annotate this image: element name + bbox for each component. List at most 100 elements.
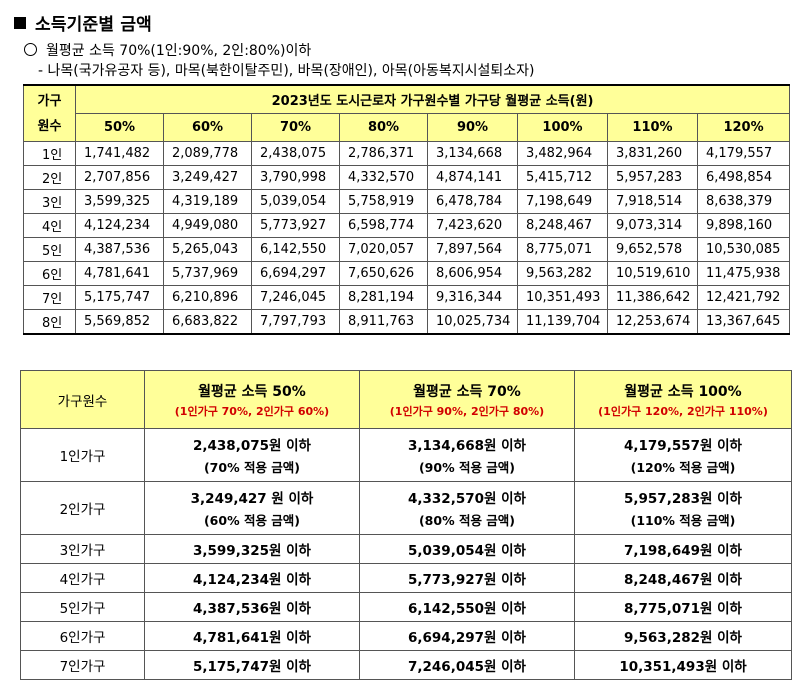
income-value: 11,475,938: [696, 261, 791, 286]
table-row: 5인 4,387,536 5,265,043 6,142,550 7,020,057 7,…: [23, 237, 791, 262]
income-value: 10,530,085: [696, 237, 791, 262]
income-value: 4,124,234: [75, 213, 164, 238]
household-header-line1: 가구: [37, 93, 62, 109]
threshold-note: (80% 적용 금액): [418, 513, 516, 528]
household-size-label: 5인가구: [20, 592, 145, 622]
household-label: 4인: [23, 213, 76, 238]
table-row: 4인 4,124,234 4,949,080 5,773,927 6,598,774 7,…: [23, 213, 791, 238]
table-row: 1인가구 2,438,075원 이하 (70% 적용 금액) 3,134,668원 이…: [20, 428, 792, 482]
income-value: 5,175,747: [75, 285, 164, 310]
income-value: 5,957,283: [607, 165, 698, 190]
threshold-amount: 6,694,297원 이하: [408, 630, 526, 646]
threshold-header-main: 월평균 소득 100%: [624, 383, 742, 400]
threshold-note: (90% 적용 금액): [418, 460, 516, 475]
threshold-cell: 3,249,427 원 이하 (60% 적용 금액): [144, 481, 360, 535]
threshold-cell: 7,246,045원 이하: [359, 650, 575, 680]
income-value: 8,911,763: [339, 309, 428, 335]
income-value: 4,319,189: [163, 189, 252, 214]
percent-header: 120%: [696, 113, 791, 142]
household-size-label: 2인가구: [20, 481, 145, 535]
threshold-note: (120% 적용 금액): [630, 460, 736, 475]
income-value: 4,179,557: [696, 141, 791, 166]
threshold-cell: 8,775,071원 이하: [574, 592, 792, 622]
threshold-header-sub: (1인가구 70%, 2인가구 60%): [174, 404, 330, 418]
income-value: 11,139,704: [517, 309, 608, 335]
income-value: 2,707,856: [75, 165, 164, 190]
threshold-amount: 8,248,467원 이하: [624, 572, 742, 588]
threshold-cell: 4,124,234원 이하: [144, 563, 360, 593]
threshold-header-50: 월평균 소득 50% (1인가구 70%, 2인가구 60%): [144, 370, 360, 429]
table-row: 8인 5,569,852 6,683,822 7,797,793 8,911,763 10…: [23, 309, 791, 335]
threshold-cell: 10,351,493원 이하: [574, 650, 792, 680]
threshold-amount: 3,134,668원 이하: [408, 438, 526, 454]
income-value: 6,142,550: [251, 237, 340, 262]
household-label: 2인: [23, 165, 76, 190]
income-value: 2,089,778: [163, 141, 252, 166]
income-value: 7,423,620: [427, 213, 518, 238]
income-value: 3,134,668: [427, 141, 518, 166]
table-row: 5인가구 4,387,536원 이하 6,142,550원 이하 8,775,071원…: [20, 592, 792, 622]
income-value: 6,598,774: [339, 213, 428, 238]
household-header-line2: 원수: [37, 118, 62, 134]
criteria-detail-line: - 나목(국가유공자 등), 마목(북한이탈주민), 바목(장애인), 아목(아…: [38, 63, 535, 79]
threshold-header-70: 월평균 소득 70% (1인가구 90%, 2인가구 80%): [359, 370, 575, 429]
threshold-header-100: 월평균 소득 100% (1인가구 120%, 2인가구 110%): [574, 370, 792, 429]
income-value: 4,874,141: [427, 165, 518, 190]
threshold-amount: 7,198,649원 이하: [624, 543, 742, 559]
income-value: 4,332,570: [339, 165, 428, 190]
table-row: 6인가구 4,781,641원 이하 6,694,297원 이하 9,563,282원…: [20, 621, 792, 651]
income-value: 3,482,964: [517, 141, 608, 166]
threshold-amount: 5,039,054원 이하: [408, 543, 526, 559]
household-size-label: 6인가구: [20, 621, 145, 651]
income-value: 6,210,896: [163, 285, 252, 310]
income-value: 3,249,427: [163, 165, 252, 190]
income-value: 6,498,854: [696, 165, 791, 190]
threshold-amount: 5,175,747원 이하: [193, 659, 311, 675]
income-value: 5,773,927: [251, 213, 340, 238]
income-value: 3,599,325: [75, 189, 164, 214]
threshold-cell: 4,332,570원 이하 (80% 적용 금액): [359, 481, 575, 535]
percent-header: 50%: [75, 113, 164, 142]
section-title-text: 소득기준별 금액: [35, 15, 152, 35]
household-label: 8인: [23, 309, 76, 335]
threshold-amount: 3,249,427 원 이하: [190, 491, 314, 507]
threshold-amount: 3,599,325원 이하: [193, 543, 311, 559]
threshold-amount: 4,179,557원 이하: [624, 438, 742, 454]
income-value: 10,025,734: [427, 309, 518, 335]
household-size-label: 3인가구: [20, 534, 145, 564]
income-value: 12,421,792: [696, 285, 791, 310]
income-value: 5,415,712: [517, 165, 608, 190]
income-value: 7,918,514: [607, 189, 698, 214]
threshold-header-sub: (1인가구 90%, 2인가구 80%): [389, 404, 545, 418]
income-threshold-table: 가구원수 월평균 소득 50% (1인가구 70%, 2인가구 60%) 월평균 …: [20, 370, 792, 680]
household-label: 5인: [23, 237, 76, 262]
household-label: 1인: [23, 141, 76, 166]
income-value: 8,606,954: [427, 261, 518, 286]
household-label: 3인: [23, 189, 76, 214]
income-value: 5,265,043: [163, 237, 252, 262]
table-row: 3인가구 3,599,325원 이하 5,039,054원 이하 7,198,649원…: [20, 534, 792, 564]
threshold-cell: 4,179,557원 이하 (120% 적용 금액): [574, 428, 792, 482]
income-value: 6,694,297: [251, 261, 340, 286]
threshold-cell: 6,694,297원 이하: [359, 621, 575, 651]
threshold-cell: 9,563,282원 이하: [574, 621, 792, 651]
income-value: 1,741,482: [75, 141, 164, 166]
income-value: 9,563,282: [517, 261, 608, 286]
table-row: 7인 5,175,747 6,210,896 7,246,045 8,281,194 9,…: [23, 285, 791, 310]
income-value: 6,683,822: [163, 309, 252, 335]
threshold-amount: 5,773,927원 이하: [408, 572, 526, 588]
circle-bullet-icon: [24, 43, 37, 56]
threshold-cell: 4,781,641원 이하: [144, 621, 360, 651]
threshold-cell: 5,957,283원 이하 (110% 적용 금액): [574, 481, 792, 535]
income-value: 5,039,054: [251, 189, 340, 214]
threshold-cell: 4,387,536원 이하: [144, 592, 360, 622]
income-value: 5,737,969: [163, 261, 252, 286]
income-value: 8,638,379: [696, 189, 791, 214]
household-size-header: 가구원수: [20, 370, 145, 429]
income-table-by-household: 가구 원수 2023년도 도시근로자 가구원수별 가구당 월평균 소득(원) 5…: [23, 84, 791, 335]
threshold-cell: 8,248,467원 이하: [574, 563, 792, 593]
income-value: 12,253,674: [607, 309, 698, 335]
threshold-cell: 7,198,649원 이하: [574, 534, 792, 564]
threshold-amount: 5,957,283원 이하: [624, 491, 742, 507]
income-value: 2,786,371: [339, 141, 428, 166]
